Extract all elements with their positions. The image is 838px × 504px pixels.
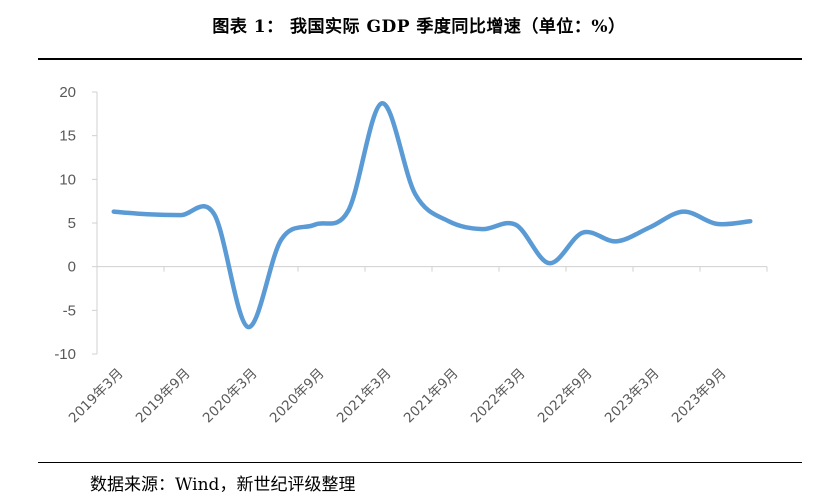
chart-title: 图表 1： 我国实际 GDP 季度同比增速（单位：%） xyxy=(212,17,626,37)
x-tick-label: 2020年9月 xyxy=(267,366,328,427)
data-point-10 xyxy=(447,219,451,223)
data-point-2 xyxy=(179,213,183,217)
x-tick-label: 2020年3月 xyxy=(200,366,261,427)
x-tick-label: 2021年3月 xyxy=(334,366,395,427)
x-tick-label: 2023年9月 xyxy=(669,366,730,427)
x-tick-label: 2022年3月 xyxy=(468,366,529,427)
data-point-8 xyxy=(380,101,384,105)
y-tick-label: -10 xyxy=(54,346,76,363)
data-point-12 xyxy=(514,223,518,227)
x-tick-labels: 2019年3月 2019年9月 2020年3月 2020年9月 2021年3月 2021年… xyxy=(66,366,730,427)
series-group xyxy=(111,101,753,330)
data-point-19 xyxy=(748,219,752,223)
y-tick-label: 15 xyxy=(59,128,76,145)
data-point-4 xyxy=(246,325,250,329)
data-point-3 xyxy=(212,212,216,216)
data-point-5 xyxy=(279,237,283,241)
x-tick-label: 2021年9月 xyxy=(401,366,462,427)
x-tick-label: 2019年3月 xyxy=(66,366,127,427)
data-point-1 xyxy=(145,212,149,216)
data-point-7 xyxy=(346,209,350,213)
data-point-14 xyxy=(581,230,585,234)
y-tick-label: 0 xyxy=(68,259,76,276)
x-tick-label: 2019年9月 xyxy=(133,366,194,427)
y-tick-label: 5 xyxy=(68,215,76,232)
data-point-15 xyxy=(614,239,618,243)
data-point-16 xyxy=(648,225,652,229)
source-note: 数据来源：Wind，新世纪评级整理 xyxy=(90,475,356,495)
y-tick-label: 20 xyxy=(59,84,76,101)
data-point-6 xyxy=(313,223,317,227)
data-point-0 xyxy=(112,209,116,213)
data-point-17 xyxy=(681,209,685,213)
y-tick-label: 10 xyxy=(59,171,76,188)
data-point-9 xyxy=(413,192,417,196)
data-point-11 xyxy=(480,227,484,231)
y-tick-labels: 20 15 10 5 0 -5 -10 xyxy=(54,84,76,363)
y-tick-label: -5 xyxy=(63,302,76,319)
data-point-18 xyxy=(715,222,719,226)
top-rule xyxy=(38,58,802,60)
gdp-growth-line xyxy=(111,101,753,330)
bottom-rule xyxy=(38,462,802,463)
chart-axes xyxy=(92,91,768,355)
data-point-13 xyxy=(547,261,551,265)
x-tick-label: 2023年3月 xyxy=(602,366,663,427)
x-tick-label: 2022年9月 xyxy=(535,366,596,427)
